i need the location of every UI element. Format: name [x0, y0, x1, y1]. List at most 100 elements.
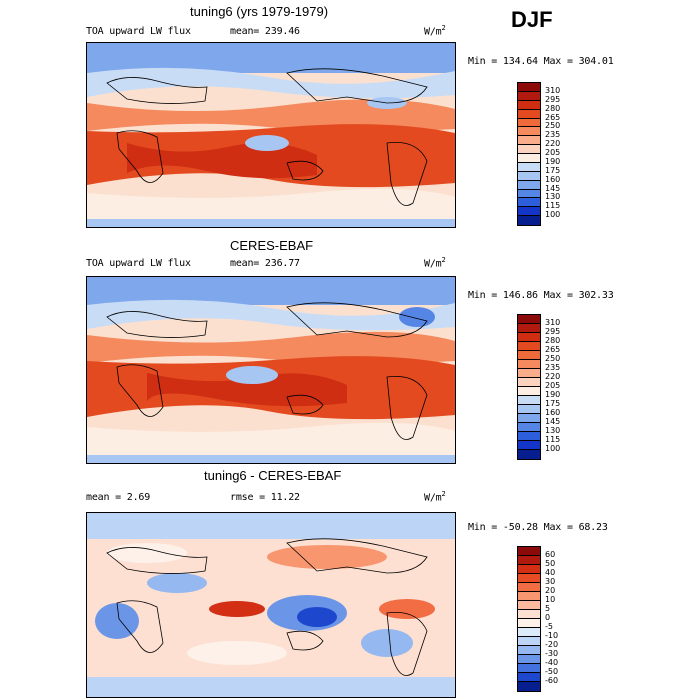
colorbar-segment	[518, 109, 540, 119]
colorbar-segment	[518, 216, 540, 225]
colorbar-segment	[518, 655, 540, 664]
panel-1-variable-label: TOA upward LW flux	[86, 26, 191, 37]
colorbar-segment	[518, 315, 540, 324]
panel-1-units: W/m2	[424, 24, 446, 38]
colorbar-segment	[518, 405, 540, 414]
colorbar-tick-label: 5	[545, 604, 551, 613]
colorbar-tick-label: 50	[545, 559, 556, 568]
panel-1-mean-label: mean= 239.46	[230, 26, 300, 37]
colorbar-tick-label: 20	[545, 586, 556, 595]
colorbar-segment	[518, 592, 540, 601]
colorbar-tick-label: 190	[545, 156, 561, 166]
colorbar-tick-label: 190	[545, 390, 561, 399]
colorbar-tick-label: 175	[545, 399, 561, 408]
panel-1-colorbar	[517, 82, 541, 226]
panel-3-minmax: Min = -50.28 Max = 68.23	[468, 522, 608, 533]
panel-2-map	[86, 276, 456, 464]
colorbar-tick-label: 10	[545, 595, 556, 604]
colorbar-tick-label: 115	[545, 435, 561, 444]
colorbar-segment	[518, 646, 540, 655]
colorbar-tick-label: 145	[545, 183, 561, 193]
colorbar-tick-label: 175	[545, 165, 561, 175]
colorbar-tick-label: -20	[545, 640, 559, 649]
colorbar-tick-label: 145	[545, 417, 561, 426]
panel-3-mean-label: mean = 2.69	[86, 492, 151, 503]
season-label: DJF	[511, 7, 553, 32]
colorbar-tick-label: 220	[545, 372, 561, 381]
colorbar-segment	[518, 664, 540, 673]
colorbar-segment	[518, 145, 540, 154]
colorbar-segment	[518, 83, 540, 92]
colorbar-segment	[518, 583, 540, 592]
panel-3-units: W/m2	[424, 490, 446, 504]
colorbar-tick-label: 265	[545, 345, 561, 354]
colorbar-segment	[518, 565, 540, 574]
colorbar-tick-label: 250	[545, 121, 561, 131]
colorbar-tick-label: 100	[545, 444, 561, 453]
panel-1-title: tuning6 (yrs 1979-1979)	[190, 4, 329, 19]
colorbar-tick-label: 160	[545, 408, 561, 417]
colorbar-tick-label: 130	[545, 426, 561, 435]
colorbar-segment	[518, 414, 540, 423]
panel-2-units: W/m2	[424, 256, 446, 270]
panel-1-map-field	[87, 43, 455, 227]
colorbar-segment	[518, 423, 540, 432]
colorbar-tick-label: 295	[545, 327, 561, 336]
colorbar-segment	[518, 387, 540, 396]
colorbar-segment	[518, 162, 540, 172]
colorbar-segment	[518, 378, 540, 387]
colorbar-segment	[518, 342, 540, 351]
colorbar-tick-label: 40	[545, 568, 556, 577]
colorbar-segment	[518, 189, 540, 199]
colorbar-tick-label: 235	[545, 363, 561, 372]
panel-1-map	[86, 42, 456, 228]
colorbar-segment	[518, 450, 540, 459]
colorbar-tick-label: 310	[545, 318, 561, 327]
colorbar-segment	[518, 628, 540, 637]
colorbar-segment	[518, 637, 540, 646]
colorbar-segment	[518, 118, 540, 128]
colorbar-tick-label: 0	[545, 613, 551, 622]
colorbar-tick-label: 295	[545, 94, 561, 104]
colorbar-segment	[518, 682, 540, 691]
colorbar-tick-label: -50	[545, 667, 559, 676]
colorbar-tick-label: 265	[545, 112, 561, 122]
colorbar-tick-label: -5	[545, 622, 553, 631]
colorbar-segment	[518, 574, 540, 583]
colorbar-segment	[518, 601, 540, 610]
panel-1-colorbar-labels: 310 295 280 265 250 235 220 205 190 175 160 145 130 1…	[545, 82, 585, 224]
colorbar-tick-label: 160	[545, 174, 561, 184]
panel-2-mean-label: mean= 236.77	[230, 258, 300, 269]
colorbar-segment	[518, 351, 540, 360]
colorbar-segment	[518, 369, 540, 378]
colorbar-segment	[518, 180, 540, 190]
colorbar-tick-label: 115	[545, 201, 561, 211]
colorbar-segment	[518, 673, 540, 682]
colorbar-segment	[518, 547, 540, 556]
colorbar-segment	[518, 127, 540, 137]
colorbar-segment	[518, 441, 540, 450]
panel-2-variable-label: TOA upward LW flux	[86, 258, 191, 269]
colorbar-segment	[518, 198, 540, 208]
panel-3-rmse-label: rmse = 11.22	[230, 492, 300, 503]
panel-3-colorbar-labels: 60 50 40 30 20 10 5 0 -5 -10 -20 -30 -40 -50 -60	[545, 546, 585, 690]
panel-2-title: CERES-EBAF	[230, 238, 314, 253]
colorbar-tick-label: 280	[545, 103, 561, 113]
panel-1-minmax: Min = 134.64 Max = 304.01	[468, 56, 614, 67]
colorbar-tick-label: -30	[545, 649, 559, 658]
colorbar-segment	[518, 91, 540, 101]
panel-3-title: tuning6 - CERES-EBAF	[204, 468, 342, 483]
panel-2-colorbar	[517, 314, 541, 460]
colorbar-tick-label: 220	[545, 139, 561, 149]
colorbar-tick-label: 130	[545, 192, 561, 202]
colorbar-segment	[518, 556, 540, 565]
colorbar-tick-label: 250	[545, 354, 561, 363]
colorbar-tick-label: 60	[545, 550, 556, 559]
colorbar-segment	[518, 333, 540, 342]
panel-2-map-field	[87, 277, 455, 463]
colorbar-segment	[518, 619, 540, 628]
colorbar-tick-label: -40	[545, 658, 559, 667]
colorbar-segment	[518, 432, 540, 441]
panel-3-colorbar	[517, 546, 541, 692]
panel-3-map	[86, 512, 456, 698]
